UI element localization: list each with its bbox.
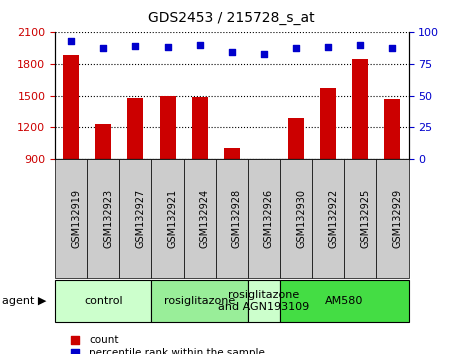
Bar bbox=[256, 159, 272, 162]
Text: GSM132921: GSM132921 bbox=[168, 189, 178, 248]
Bar bbox=[128, 98, 144, 159]
Bar bbox=[280, 159, 312, 278]
Bar bbox=[151, 159, 184, 278]
Text: GDS2453 / 215728_s_at: GDS2453 / 215728_s_at bbox=[148, 11, 315, 25]
Text: GSM132923: GSM132923 bbox=[103, 189, 113, 248]
Bar bbox=[95, 124, 112, 159]
Point bbox=[292, 46, 300, 51]
Point bbox=[67, 38, 75, 44]
Text: rosiglitazone
and AGN193109: rosiglitazone and AGN193109 bbox=[218, 290, 309, 312]
Legend: count, percentile rank within the sample: count, percentile rank within the sample bbox=[60, 331, 269, 354]
Text: GSM132924: GSM132924 bbox=[200, 189, 210, 248]
Point bbox=[164, 44, 171, 50]
Text: GSM132922: GSM132922 bbox=[328, 189, 338, 248]
Bar bbox=[224, 148, 240, 159]
Bar bbox=[192, 97, 208, 159]
Bar bbox=[320, 88, 336, 159]
Bar bbox=[248, 159, 280, 278]
Point bbox=[196, 42, 203, 47]
Text: GSM132930: GSM132930 bbox=[296, 189, 306, 248]
Text: GSM132928: GSM132928 bbox=[232, 189, 242, 248]
Bar bbox=[280, 280, 409, 322]
Bar bbox=[288, 118, 304, 159]
Text: control: control bbox=[84, 296, 123, 306]
Bar bbox=[63, 55, 79, 159]
Bar bbox=[312, 159, 344, 278]
Bar bbox=[184, 159, 216, 278]
Bar bbox=[151, 280, 248, 322]
Bar bbox=[119, 159, 151, 278]
Text: GSM132927: GSM132927 bbox=[135, 189, 146, 248]
Bar bbox=[344, 159, 376, 278]
Text: GSM132929: GSM132929 bbox=[392, 189, 403, 248]
Bar bbox=[385, 99, 401, 159]
Bar bbox=[160, 96, 176, 159]
Point bbox=[357, 42, 364, 47]
Bar bbox=[87, 159, 119, 278]
Point bbox=[325, 44, 332, 50]
Point bbox=[389, 46, 396, 51]
Text: AM580: AM580 bbox=[325, 296, 364, 306]
Point bbox=[260, 51, 268, 56]
Bar bbox=[55, 280, 151, 322]
Bar bbox=[55, 159, 87, 278]
Text: agent ▶: agent ▶ bbox=[2, 296, 47, 306]
Text: GSM132925: GSM132925 bbox=[360, 189, 370, 248]
Bar bbox=[376, 159, 409, 278]
Point bbox=[228, 50, 235, 55]
Point bbox=[132, 43, 139, 49]
Point bbox=[100, 46, 107, 51]
Bar bbox=[248, 280, 280, 322]
Text: rosiglitazone: rosiglitazone bbox=[164, 296, 235, 306]
Bar bbox=[216, 159, 248, 278]
Text: GSM132926: GSM132926 bbox=[264, 189, 274, 248]
Text: GSM132919: GSM132919 bbox=[71, 189, 81, 248]
Bar bbox=[353, 59, 369, 159]
